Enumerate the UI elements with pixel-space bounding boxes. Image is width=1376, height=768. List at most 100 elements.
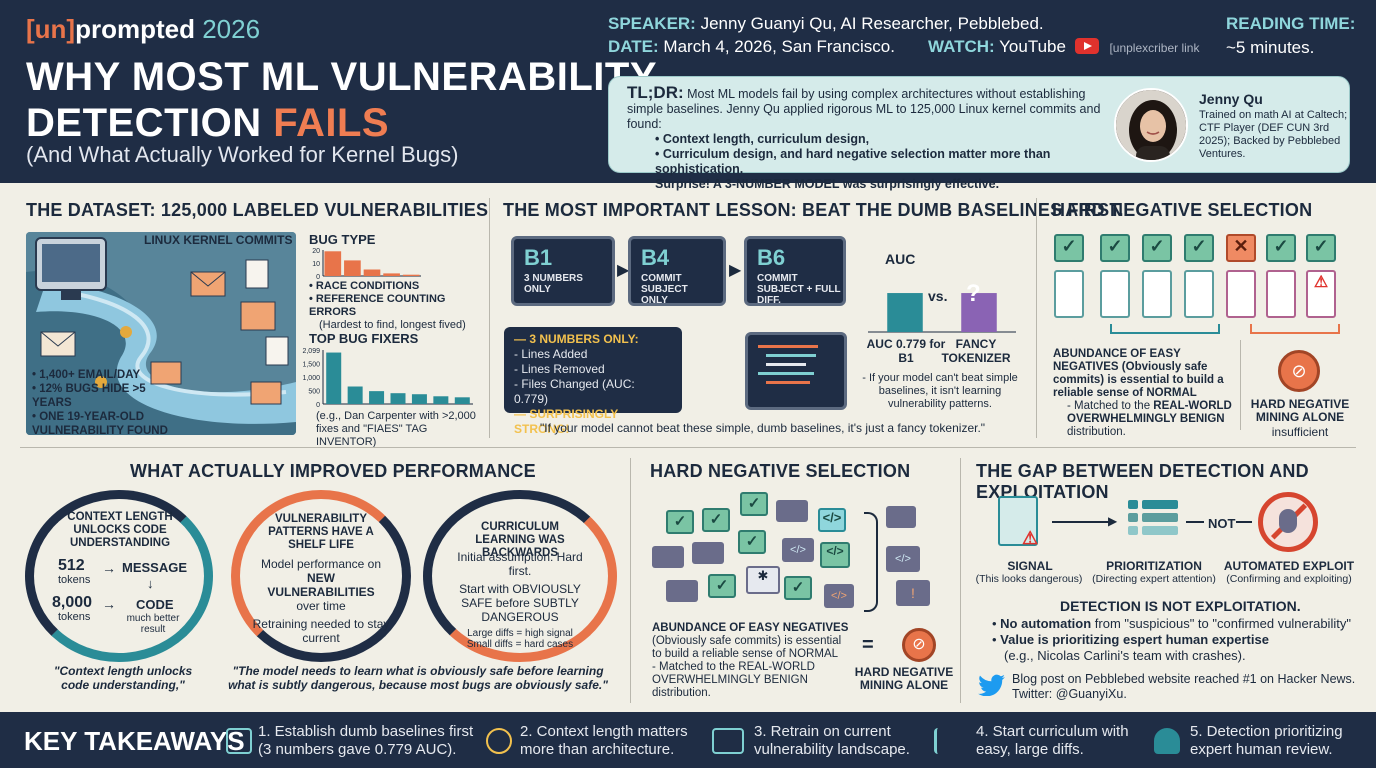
- arrow-line: [1052, 521, 1112, 523]
- curriculum-circle: [423, 490, 617, 662]
- divider: [630, 458, 631, 703]
- stat-item: 12% BUGS HIDE >5 YEARS: [32, 383, 146, 409]
- speaker-line: SPEAKER: Jenny Guanyi Qu, AI Researcher,…: [608, 14, 1044, 34]
- hardneg2-title: HARD NEGATIVE SELECTION: [650, 461, 911, 481]
- reading-label: READING TIME:: [1226, 14, 1356, 33]
- check-icon: ✓: [1184, 234, 1214, 262]
- title-line-2: DETECTION: [26, 101, 274, 145]
- divider: [1036, 198, 1037, 438]
- watch-value[interactable]: YouTube: [999, 37, 1066, 56]
- tldr-text: TL;DR: Most ML models fail by using comp…: [627, 83, 1107, 192]
- auc-label: AUC: [885, 251, 916, 267]
- bar-mark: [324, 251, 342, 276]
- youtube-icon[interactable]: [1074, 38, 1099, 54]
- equals-sign: =: [862, 634, 874, 656]
- bar-mark: [344, 260, 361, 276]
- signal-label: SIGNAL: [1007, 559, 1053, 573]
- doc-icon: [1142, 270, 1172, 318]
- baselines-title: THE MOST IMPORTANT LESSON: BEAT THE DUMB…: [503, 200, 1124, 220]
- checklist-icon: [226, 728, 252, 754]
- speaker-value: Jenny Guanyi Qu, AI Researcher, Pebblebe…: [700, 14, 1044, 33]
- code-icon: </>: [820, 542, 850, 568]
- prioritization-sub: (Directing expert attention): [1092, 573, 1216, 585]
- divider: [20, 447, 1356, 448]
- trend-chart-icon: [712, 728, 744, 754]
- watch-link[interactable]: [unplexcriber link: [1109, 41, 1200, 55]
- baseline-b6-card: B6 COMMIT SUBJECT + FULL DIFF.: [744, 236, 846, 306]
- tldr-label: TL;DR:: [627, 83, 684, 102]
- check-icon: ✓: [738, 530, 766, 554]
- divider: [489, 198, 490, 438]
- bracket-line: [1110, 324, 1220, 334]
- c2-text-bold: NEW VULNERABILITIES: [267, 571, 375, 599]
- no-exploit-icon: [1258, 492, 1318, 552]
- prioritization-label: PRIORITIZATION: [1106, 559, 1202, 573]
- improved-quote-1: "Context length unlocks code understandi…: [53, 664, 193, 692]
- c1-message: MESSAGE: [122, 560, 188, 575]
- check-icon: ✓: [740, 492, 768, 516]
- stat-item: ONE 19-YEAR-OLD VULNERABILITY FOUND: [32, 411, 168, 437]
- code-icon: </>: [782, 538, 814, 562]
- lightbulb-icon: [486, 728, 512, 754]
- bar-mark: [887, 293, 923, 332]
- divider: [960, 458, 961, 703]
- header-banner: [un]prompted 2026 WHY MOST ML VULNERABIL…: [0, 0, 1376, 191]
- watch-label: WATCH:: [928, 37, 995, 56]
- twitter-icon[interactable]: [978, 674, 1006, 697]
- fixers-note: (e.g., Dan Carpenter with >2,000 fixes a…: [316, 410, 476, 448]
- baseline-quote: "If your model cannot beat these simple,…: [540, 421, 986, 435]
- tldr-box: TL;DR: Most ML models fail by using comp…: [608, 76, 1350, 191]
- bar-mark: [961, 293, 997, 332]
- c1-number-8000: 8,000: [52, 594, 93, 611]
- b1-code: B1: [524, 245, 553, 270]
- watch-line[interactable]: WATCH: YouTube [unplexcriber link: [928, 37, 1199, 57]
- fixers-title: TOP BUG FIXERS: [309, 331, 419, 346]
- bar-mark: [326, 352, 342, 404]
- bracket-line: [864, 512, 878, 612]
- bar-mark: [347, 386, 363, 404]
- c3-text: Large diffs = high signal: [467, 628, 573, 639]
- box-footer: — SURPRISINGLY STRONG!: [514, 407, 619, 436]
- date-label: DATE:: [608, 37, 659, 56]
- y-tick-label: 20: [312, 248, 320, 255]
- check-icon: ✓: [1054, 234, 1084, 262]
- vs-label: vs.: [928, 288, 948, 304]
- check-icon: ✓: [666, 510, 694, 534]
- c2-text: over time: [296, 599, 346, 613]
- c2-title: VULNERABILITY PATTERNS HAVE A SHELF LIFE: [268, 513, 374, 551]
- y-tick-label: 2,099: [302, 348, 320, 355]
- signal-sub: (This looks dangerous): [975, 573, 1083, 585]
- box-item: - Files Changed (AUC: 0.779): [514, 377, 635, 406]
- speaker-avatar: [1114, 88, 1188, 162]
- y-tick-label: 1,500: [302, 362, 320, 369]
- exploit-sub: (Confirming and exploiting): [1226, 573, 1352, 585]
- code-icon: </>: [886, 546, 920, 572]
- bar-mark: [433, 396, 449, 404]
- y-tick-label: 500: [308, 389, 320, 396]
- title-line-1: WHY MOST ML VULNERABILITY: [26, 55, 658, 99]
- hardneg2-side-title: HARD NEGATIVE MINING ALONE: [854, 665, 954, 692]
- arrow-icon: ▶: [617, 262, 630, 279]
- person-bio: Trained on math AI at Caltech; CTF Playe…: [1199, 109, 1348, 160]
- page-title: WHY MOST ML VULNERABILITY DETECTION FAIL…: [26, 54, 657, 146]
- bug-type-item: RACE CONDITIONS: [315, 280, 420, 292]
- bar2-label: FANCY TOKENIZER: [941, 337, 1011, 365]
- check-icon: ✓: [1266, 234, 1296, 262]
- arrow-icon: →: [102, 596, 116, 612]
- twitter-handle[interactable]: Twitter: @GuanyiXu.: [1012, 687, 1127, 701]
- tldr-intro: Most ML models fail by using complex arc…: [627, 87, 1101, 131]
- bar-mark: [369, 391, 385, 404]
- bug-type-chart: 20 10 0: [312, 248, 421, 280]
- check-icon: ✓: [1142, 234, 1172, 262]
- bar-mark: [402, 274, 420, 276]
- alert-icon: !: [896, 580, 930, 606]
- tldr-closing: Surprise! A 3-NUMBER MODEL was surprisin…: [655, 177, 1000, 191]
- bar-mark: [411, 394, 427, 404]
- check-icon: ✓: [1306, 234, 1336, 262]
- shelf-life-circle: [231, 490, 411, 662]
- check-icon: ✓: [708, 574, 736, 598]
- folder-icon: [652, 546, 684, 568]
- brand-logo: [un]prompted 2026: [26, 14, 260, 45]
- arrow-icon: ▶: [729, 262, 742, 279]
- box-item: - Lines Added: [514, 347, 588, 361]
